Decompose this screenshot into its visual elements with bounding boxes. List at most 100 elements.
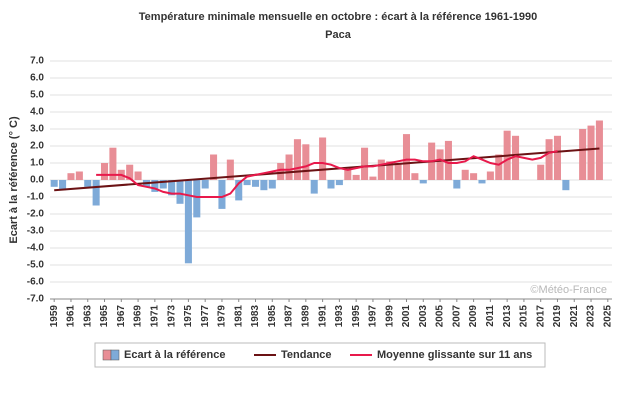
bar [310,180,318,194]
bar [461,169,469,180]
x-tick-label: 1969 [133,305,144,328]
bar [319,137,327,180]
legend-label: Moyenne glissante sur 11 ans [377,349,532,361]
bar [369,176,377,180]
x-tick-label: 1961 [66,305,77,328]
bar [92,180,100,206]
bar [470,173,478,180]
bar [352,174,360,180]
bar [168,180,176,196]
bar [226,159,234,180]
x-tick-label: 2021 [569,305,580,328]
bar [327,180,335,189]
bar [302,144,310,180]
x-tick-label: 1987 [284,305,295,328]
x-tick-label: 1997 [368,305,379,328]
legend-swatch [102,349,112,361]
bar [344,169,352,180]
bar [361,147,369,180]
bar [285,154,293,180]
legend-label: Ecart à la référence [124,349,226,361]
x-tick-label: 2003 [418,305,429,328]
bar [201,180,209,189]
watermark: ©Météo-France [530,284,607,296]
y-tick-label: 0.0 [30,175,44,186]
bar [210,154,218,180]
y-tick-label: 1.0 [30,158,44,169]
x-tick-label: 2015 [519,305,530,328]
bar [293,139,301,180]
x-tick-label: 1963 [82,305,93,328]
bar [59,180,67,191]
x-tick-label: 1975 [183,305,194,328]
bar [453,180,461,189]
y-tick-label: 3.0 [30,124,44,135]
bar [75,171,83,180]
bar [151,180,159,192]
y-tick-label: 4.0 [30,107,44,118]
x-tick-label: 1959 [49,305,60,328]
bar [126,164,134,180]
x-tick-label: 2025 [602,305,613,328]
x-tick-label: 2009 [468,305,479,328]
y-tick-label: 5.0 [30,90,44,101]
y-tick-label: -6.0 [27,277,45,288]
x-tick-label: 2017 [535,305,546,328]
y-tick-label: -7.0 [27,294,45,305]
x-tick-label: 1985 [267,305,278,328]
chart-title: Température minimale mensuelle en octobr… [139,11,537,23]
bar [579,129,587,180]
x-tick-label: 1979 [217,305,228,328]
x-tick-label: 2011 [485,305,496,327]
bar [411,173,419,180]
bar [100,163,109,180]
x-tick-label: 1973 [166,305,177,328]
x-tick-label: 1977 [200,305,211,328]
x-tick-label: 2005 [435,305,446,328]
bar [595,120,603,180]
x-tick-label: 2019 [552,305,563,328]
bar [553,135,562,180]
x-tick-label: 1993 [334,305,345,328]
bar [562,180,570,191]
bar [335,180,343,186]
bar [235,180,243,201]
bar [159,180,167,189]
bar [176,180,184,204]
x-tick-label: 2023 [586,305,597,328]
bar [50,180,58,187]
bar [545,139,553,180]
x-tick-label: 1995 [351,305,362,328]
x-tick-label: 1991 [317,305,328,328]
y-tick-label: -1.0 [27,192,45,203]
bar [587,125,595,180]
bar [537,164,545,180]
bar [486,171,494,180]
bar [67,173,75,180]
x-tick-label: 1967 [116,305,127,328]
y-tick-label: -3.0 [27,226,45,237]
x-tick-label: 2013 [502,305,513,328]
bar [184,180,192,264]
x-tick-label: 2007 [451,305,462,328]
bar [251,180,260,187]
legend-swatch [110,349,120,361]
legend-label: Tendance [281,349,332,361]
bar [218,180,226,209]
bar [134,171,142,180]
x-tick-label: 1983 [250,305,261,328]
line [96,150,558,198]
y-axis-label: Ecart à la référence (° C) [8,116,20,244]
y-tick-label: -4.0 [27,243,45,254]
y-tick-label: 7.0 [30,56,44,67]
bar [277,163,285,180]
bar [260,180,268,191]
bar [243,180,251,186]
legend-box [94,342,546,368]
bar [402,134,411,180]
x-tick-label: 2001 [401,305,412,328]
bar [436,149,444,180]
y-tick-label: -2.0 [27,209,45,220]
x-tick-label: 1971 [149,305,160,328]
bar [84,180,92,187]
